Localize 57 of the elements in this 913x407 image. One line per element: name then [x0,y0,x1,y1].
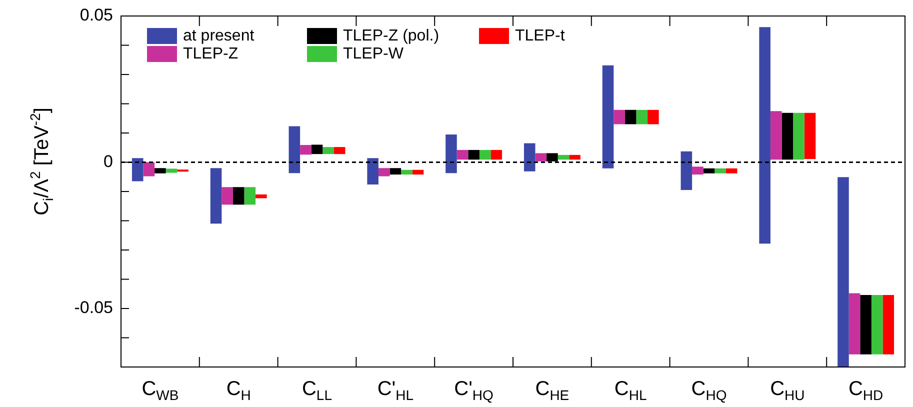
bar [322,147,334,154]
bar [311,144,323,154]
bar [244,187,256,205]
bar [558,154,570,160]
bar [614,110,625,124]
bar [524,143,536,172]
bar [222,187,233,205]
bar [714,168,726,174]
bar [624,110,636,124]
bar [848,293,860,354]
bar [535,153,547,162]
bar [390,168,402,175]
y-tick-label: -0.05 [74,298,113,318]
bar [210,168,222,224]
bar [143,162,155,176]
bar [412,170,424,175]
bar [759,27,770,244]
legend-label: TLEP-t [515,27,566,44]
bar [569,154,580,160]
legend-label: TLEP-Z [183,45,238,62]
bar [232,187,244,205]
bar [602,65,614,168]
legend-label: at present [183,27,255,44]
bar [490,150,502,160]
bar [401,170,412,175]
bar [367,158,378,184]
bar [334,147,346,154]
y-tick-label: 0.05 [80,6,113,25]
legend-label: TLEP-W [343,45,404,62]
bar [479,150,491,160]
y-axis-title: Ci/Λ2 [TeV-2] [27,108,56,216]
bar [680,151,692,190]
bar [636,110,648,124]
bar [468,150,480,160]
bar [166,168,178,173]
bar [703,168,715,174]
bar [456,150,468,160]
y-tick-label: 0 [104,152,113,171]
bar [860,295,872,354]
bar [648,110,659,124]
bar [871,295,883,354]
bar [446,134,457,174]
bar [378,168,390,176]
bar [726,168,738,174]
bar [804,112,816,160]
bar [288,126,300,174]
bar [256,194,267,198]
bar [300,144,312,155]
bar [838,177,849,367]
bar [154,168,166,174]
bar [782,112,794,160]
legend-label: TLEP-Z (pol.) [343,27,440,44]
bar [132,158,144,182]
bar [882,295,894,354]
bar [793,112,804,160]
bar [770,111,782,160]
bar [692,166,704,175]
